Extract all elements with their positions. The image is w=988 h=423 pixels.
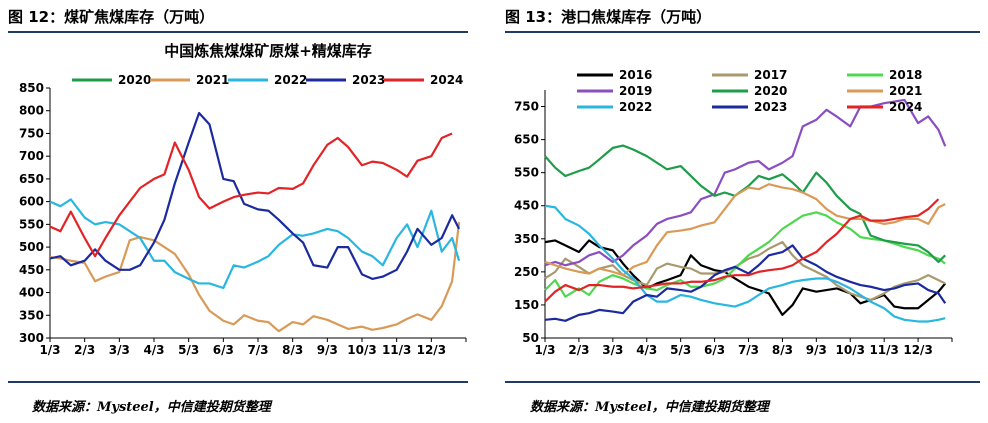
panel-title-left: 图 12：煤矿焦煤库存（万吨） — [8, 8, 215, 26]
x-tick-label: 1/3 — [534, 343, 555, 357]
y-tick-label: 350 — [514, 232, 539, 246]
series-line-2023 — [49, 111, 461, 281]
x-tick-label: 3/3 — [602, 343, 623, 357]
y-tick-label: 250 — [514, 265, 539, 279]
x-tick-label: 7/3 — [738, 343, 759, 357]
x-tick-label: 5/3 — [670, 343, 691, 357]
series-line-2020 — [544, 144, 946, 264]
y-tick-label: 650 — [514, 133, 539, 147]
x-tick-label: 2/3 — [74, 343, 95, 357]
x-tick-label: 7/3 — [247, 343, 268, 357]
x-tick-label: 11/3 — [869, 343, 898, 357]
x-tick-label: 4/3 — [636, 343, 657, 357]
x-tick-label: 9/3 — [317, 343, 338, 357]
series-line-2022 — [544, 204, 946, 323]
x-tick-label: 3/3 — [109, 343, 130, 357]
legend-label-2018: 2018 — [889, 68, 922, 82]
x-tick-label: 8/3 — [772, 343, 793, 357]
x-tick-label: 8/3 — [282, 343, 303, 357]
legend-label-2022: 2022 — [274, 73, 307, 87]
x-tick-label: 1/3 — [39, 343, 60, 357]
x-tick-label: 10/3 — [347, 343, 376, 357]
y-tick-label: 50 — [522, 331, 539, 345]
legend-label-2023: 2023 — [352, 73, 385, 87]
series-line-2017 — [544, 241, 946, 302]
legend-label-2020: 2020 — [754, 84, 787, 98]
y-tick-label: 450 — [514, 199, 539, 213]
legend-label-2019: 2019 — [619, 84, 652, 98]
x-tick-label: 6/3 — [704, 343, 725, 357]
legend-label-2021: 2021 — [889, 84, 922, 98]
series-line-2023 — [544, 244, 947, 322]
x-tick-label: 2/3 — [568, 343, 589, 357]
x-tick-label: 4/3 — [143, 343, 164, 357]
series-line-2021 — [544, 183, 946, 277]
legend-label-2016: 2016 — [619, 68, 652, 82]
y-tick-label: 800 — [19, 104, 44, 118]
y-tick-label: 850 — [19, 81, 44, 95]
header-rule-right — [505, 31, 980, 33]
y-tick-label: 700 — [19, 149, 44, 163]
y-tick-label: 400 — [19, 286, 44, 300]
y-tick-label: 550 — [19, 217, 44, 231]
legend-label-2020: 2020 — [118, 73, 151, 87]
x-tick-label: 10/3 — [836, 343, 865, 357]
y-tick-label: 450 — [19, 263, 44, 277]
series-line-2021 — [49, 221, 461, 333]
legend-label-2022: 2022 — [619, 100, 652, 114]
source-note-left: 数据来源：Mysteel，中信建投期货整理 — [32, 400, 271, 415]
chart-title: 中国炼焦煤煤矿原煤+精煤库存 — [164, 42, 372, 60]
series-line-2024 — [544, 198, 940, 303]
y-tick-label: 350 — [19, 308, 44, 322]
panel-title-right: 图 13：港口焦煤库存（万吨） — [505, 8, 712, 26]
y-tick-label: 600 — [19, 195, 44, 209]
series-line-2022 — [49, 198, 461, 290]
x-tick-label: 11/3 — [382, 343, 411, 357]
x-tick-label: 12/3 — [417, 343, 446, 357]
series-line-2016 — [544, 239, 947, 316]
legend-label-2024: 2024 — [889, 100, 922, 114]
footer-rule-right — [505, 381, 980, 383]
series-line-2024 — [49, 132, 453, 258]
footer-rule-left — [8, 381, 468, 383]
y-tick-label: 500 — [19, 240, 44, 254]
y-tick-label: 750 — [514, 100, 539, 114]
y-tick-label: 300 — [19, 331, 44, 345]
legend-label-2017: 2017 — [754, 68, 787, 82]
x-tick-label: 6/3 — [213, 343, 234, 357]
y-tick-label: 150 — [514, 298, 539, 312]
y-tick-label: 550 — [514, 166, 539, 180]
legend-label-2024: 2024 — [430, 73, 463, 87]
x-tick-label: 9/3 — [806, 343, 827, 357]
source-note-right: 数据来源：Mysteel，中信建投期货整理 — [530, 400, 769, 415]
x-tick-label: 5/3 — [178, 343, 199, 357]
x-tick-label: 12/3 — [903, 343, 932, 357]
y-tick-label: 650 — [19, 172, 44, 186]
header-rule-left — [8, 31, 468, 33]
legend-label-2021: 2021 — [196, 73, 229, 87]
legend-label-2023: 2023 — [754, 100, 787, 114]
y-tick-label: 750 — [19, 126, 44, 140]
series-line-2019 — [544, 98, 947, 267]
